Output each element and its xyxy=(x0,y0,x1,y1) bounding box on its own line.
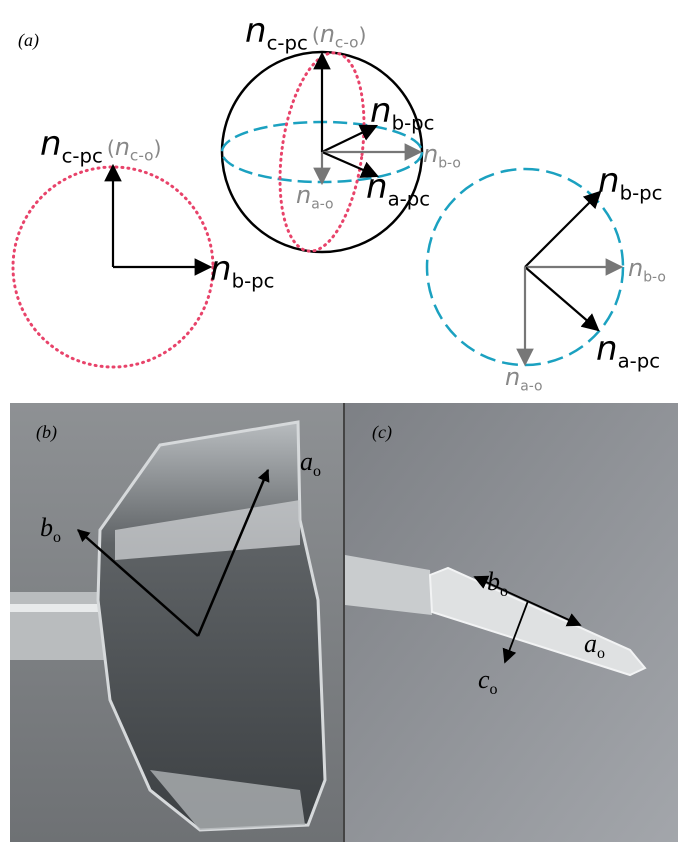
axis-label: nb-pc xyxy=(598,161,663,204)
symbol: n xyxy=(628,254,643,282)
symbol: a xyxy=(300,447,313,476)
axis-label: nb-o xyxy=(628,254,666,285)
symbol: n xyxy=(245,11,267,51)
subscript: a-pc xyxy=(388,187,431,210)
axis-label: na-o xyxy=(505,363,543,394)
symbol: n xyxy=(596,329,618,369)
arrow xyxy=(525,267,598,330)
axis-label: nc-pc(nc-o) xyxy=(245,11,366,54)
axis-label: na-o xyxy=(296,181,334,212)
subscript: b-pc xyxy=(232,269,275,292)
symbol: n xyxy=(366,167,388,207)
axis-label: nc-pc(nc-o) xyxy=(40,124,161,167)
subscript: o xyxy=(500,583,508,600)
symbol: n xyxy=(210,249,232,289)
subscript: o xyxy=(490,681,498,698)
symbol: n xyxy=(423,140,438,168)
symbol: n xyxy=(370,91,392,131)
arrow xyxy=(322,126,376,152)
subscript: b-pc xyxy=(392,111,435,134)
axis-label: nb-pc xyxy=(210,249,275,292)
subscript: o xyxy=(53,529,61,546)
subscript: o xyxy=(597,645,605,662)
symbol: c xyxy=(478,665,490,694)
symbol: b xyxy=(487,567,500,596)
panel-b-photo xyxy=(10,403,343,842)
figure: (a)(b)(c)nc-pc(nc-o)nb-pcnc-pc(nc-o)nb-p… xyxy=(0,0,678,842)
symbol: b xyxy=(40,513,53,542)
paren: ( xyxy=(107,136,115,160)
panel-label: (b) xyxy=(36,422,57,443)
paren: ( xyxy=(312,23,320,47)
paren: ) xyxy=(154,136,162,160)
subscript: a-o xyxy=(520,378,542,394)
subscript: c-pc xyxy=(267,31,308,54)
symbol: n xyxy=(296,181,311,209)
symbol: n xyxy=(598,161,620,201)
symbol: n xyxy=(115,133,130,161)
symbol: a xyxy=(584,629,597,658)
paren: ) xyxy=(359,23,367,47)
subscript: b-pc xyxy=(620,181,663,204)
arrow xyxy=(525,192,600,267)
panel-label: (c) xyxy=(372,422,392,443)
panel-label: (a) xyxy=(18,30,39,51)
axis-label: na-pc xyxy=(596,329,660,372)
subscript: c-o xyxy=(335,33,359,51)
axis-label: nb-pc xyxy=(370,91,435,134)
subscript: b-o xyxy=(438,155,461,171)
subscript: c-o xyxy=(130,146,154,164)
axis-label: nb-o xyxy=(423,140,461,171)
subscript: a-pc xyxy=(618,349,661,372)
subscript: c-pc xyxy=(62,144,103,167)
symbol: n xyxy=(320,20,335,48)
panel-c-photo xyxy=(345,403,678,842)
symbol: n xyxy=(40,124,62,164)
subscript: o xyxy=(313,463,321,480)
subscript: a-o xyxy=(311,196,333,212)
subscript: b-o xyxy=(643,269,666,285)
symbol: n xyxy=(505,363,520,391)
